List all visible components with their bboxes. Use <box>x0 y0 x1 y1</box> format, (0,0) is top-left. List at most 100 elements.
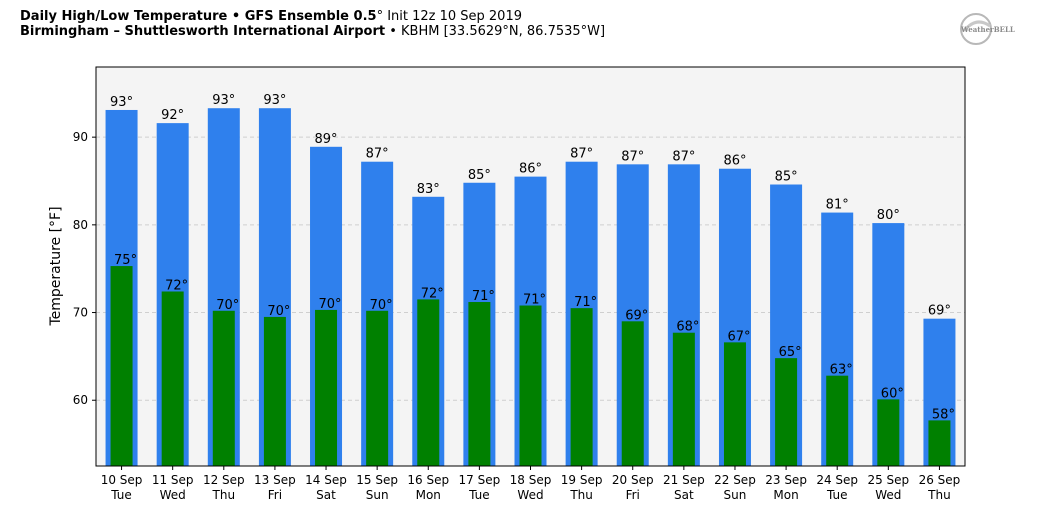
high-label: 80° <box>877 208 900 223</box>
x-tick-weekday: Fri <box>626 488 640 502</box>
low-bar <box>161 291 184 466</box>
y-tick-label: 60 <box>73 393 88 407</box>
x-tick-date: 15 Sep <box>356 473 398 487</box>
low-label: 70° <box>319 297 342 312</box>
low-label: 71° <box>472 289 495 304</box>
low-bar <box>826 375 849 466</box>
x-tick-weekday: Mon <box>773 488 798 502</box>
low-label: 71° <box>574 295 597 310</box>
logo-text: WeatherBELL <box>960 25 1015 34</box>
x-tick-date: 23 Sep <box>765 473 807 487</box>
low-label: 70° <box>370 298 393 313</box>
high-label: 83° <box>417 182 440 197</box>
low-label: 75° <box>114 253 137 268</box>
x-tick-date: 17 Sep <box>459 473 501 487</box>
high-label: 87° <box>621 149 644 164</box>
low-label: 72° <box>421 286 444 301</box>
title-degree: ° <box>376 9 384 24</box>
bar-labels: 93° 75° 92° 72° 93° 70° 93° 70° 89° 70° 87° 70° 83° 7… <box>110 93 955 422</box>
x-tick-weekday: Thu <box>927 488 951 502</box>
x-tick-date: 22 Sep <box>714 473 756 487</box>
high-label: 87° <box>366 147 389 162</box>
high-label: 87° <box>672 149 695 164</box>
high-label: 89° <box>315 132 338 147</box>
x-tick-date: 24 Sep <box>816 473 858 487</box>
high-label: 85° <box>468 168 491 183</box>
high-label: 85° <box>775 170 798 185</box>
y-axis: 60 70 80 90 <box>73 130 96 407</box>
low-label: 71° <box>523 293 546 308</box>
x-tick-weekday: Tue <box>468 488 490 502</box>
x-tick-weekday: Mon <box>416 488 441 502</box>
low-bar <box>519 305 542 466</box>
high-label: 69° <box>928 304 951 319</box>
x-tick-date: 11 Sep <box>152 473 194 487</box>
x-tick-date: 16 Sep <box>407 473 449 487</box>
low-bar <box>775 358 798 466</box>
x-tick-date: 25 Sep <box>867 473 909 487</box>
low-label: 60° <box>881 386 904 401</box>
x-tick-date: 19 Sep <box>561 473 603 487</box>
high-label: 93° <box>263 93 286 108</box>
chart-subtitle: Birmingham – Shuttlesworth International… <box>20 24 605 39</box>
x-tick-weekday: Fri <box>268 488 282 502</box>
x-tick-weekday: Sat <box>674 488 694 502</box>
location-name: Birmingham – Shuttlesworth International… <box>20 24 386 39</box>
x-tick-date: 10 Sep <box>101 473 143 487</box>
low-bar <box>672 332 695 466</box>
high-label: 81° <box>826 198 849 213</box>
weatherbell-logo: WeatherBELL <box>960 13 1015 45</box>
x-tick-date: 26 Sep <box>919 473 961 487</box>
x-tick-date: 21 Sep <box>663 473 705 487</box>
x-tick-weekday: Wed <box>517 488 543 502</box>
y-tick-label: 70 <box>73 306 88 320</box>
chart-title: Daily High/Low Temperature • GFS Ensembl… <box>20 9 522 24</box>
low-bar <box>723 342 746 466</box>
low-label: 67° <box>727 329 750 344</box>
low-bar <box>468 302 491 466</box>
low-bar <box>621 321 644 466</box>
low-bar <box>570 308 593 466</box>
low-label: 65° <box>779 345 802 360</box>
low-bar <box>263 316 286 466</box>
x-tick-weekday: Sun <box>724 488 747 502</box>
x-tick-weekday: Sat <box>316 488 336 502</box>
x-tick-date: 13 Sep <box>254 473 296 487</box>
low-label: 58° <box>932 407 955 422</box>
low-label: 69° <box>625 308 648 323</box>
high-label: 86° <box>723 154 746 169</box>
x-tick-weekday: Wed <box>160 488 186 502</box>
low-label: 70° <box>216 298 239 313</box>
high-label: 87° <box>570 147 593 162</box>
low-bar <box>417 299 440 466</box>
high-label: 93° <box>212 93 235 108</box>
x-tick-weekday: Wed <box>875 488 901 502</box>
x-tick-weekday: Sun <box>366 488 389 502</box>
bars <box>105 108 956 467</box>
low-bar <box>877 399 900 466</box>
y-tick-label: 80 <box>73 218 88 232</box>
x-tick-date: 14 Sep <box>305 473 347 487</box>
x-tick-weekday: Tue <box>110 488 132 502</box>
low-label: 72° <box>165 278 188 293</box>
title-init: Init 12z 10 Sep 2019 <box>383 9 522 24</box>
x-tick-date: 20 Sep <box>612 473 654 487</box>
x-tick-weekday: Tue <box>826 488 848 502</box>
y-axis-label: Temperature [°F] <box>48 206 64 326</box>
high-label: 86° <box>519 162 542 177</box>
high-label: 93° <box>110 95 133 110</box>
y-tick-label: 90 <box>73 130 88 144</box>
low-bar <box>212 310 235 466</box>
low-bar <box>110 266 133 466</box>
low-bar <box>366 310 389 466</box>
x-tick-date: 12 Sep <box>203 473 245 487</box>
low-label: 68° <box>676 320 699 335</box>
low-label: 63° <box>830 363 853 378</box>
x-tick-weekday: Thu <box>212 488 236 502</box>
location-coords: • KBHM [33.5629°N, 86.7535°W] <box>385 24 606 39</box>
x-tick-date: 18 Sep <box>510 473 552 487</box>
low-bar <box>315 309 338 466</box>
title-main: Daily High/Low Temperature • GFS Ensembl… <box>20 9 377 24</box>
